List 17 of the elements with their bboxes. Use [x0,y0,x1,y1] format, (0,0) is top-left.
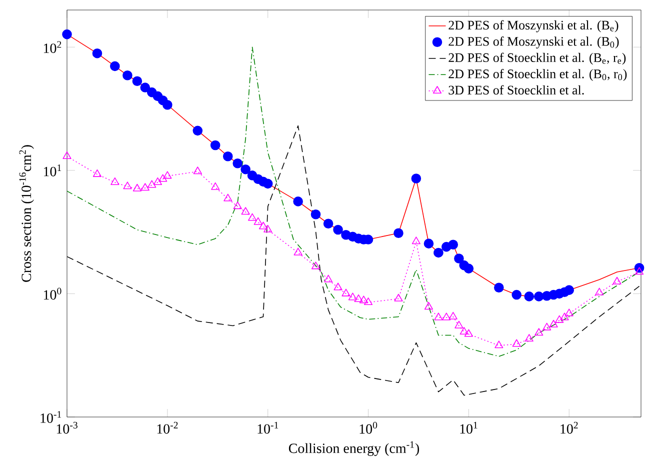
x-tick-label: 10$^{-3}$ [56,422,78,434]
y-tick-label: 10$^{2}$ [44,41,62,54]
x-tick-label: 10$^{1}$ [460,422,478,434]
y-tick-label: 10$^{1}$ [44,164,62,176]
legend-label: 2D PES of Stoecklin et al. (B$_{e}$, r$_{e}$) [448,52,626,65]
y-axis-title: Cross section (10$^{-16}$cm$^{2}$) [19,145,34,282]
legend-label: 3D PES of Stoecklin et al. [448,85,584,95]
x-tick-label: 10$^{0}$ [360,422,378,434]
y-tick-label: 10$^{-1}$ [40,411,62,423]
x-tick-label: 10$^{2}$ [560,422,578,434]
legend-label: 2D PES of Moszynski et al. (B$_{0}$) [448,36,619,48]
legend-label: 2D PES of Stoecklin et al. (B$_{0}$, r$_{0}$) [448,68,627,81]
legend-label: 2D PES of Moszynski et al. (B$_{e}$) [448,20,618,32]
x-axis-title: Collision energy (cm$^{-1}$) [288,441,420,456]
y-tick-label: 10$^{0}$ [44,288,62,300]
x-tick-label: 10$^{-2}$ [157,422,178,434]
x-tick-label: 10$^{-1}$ [258,422,278,434]
